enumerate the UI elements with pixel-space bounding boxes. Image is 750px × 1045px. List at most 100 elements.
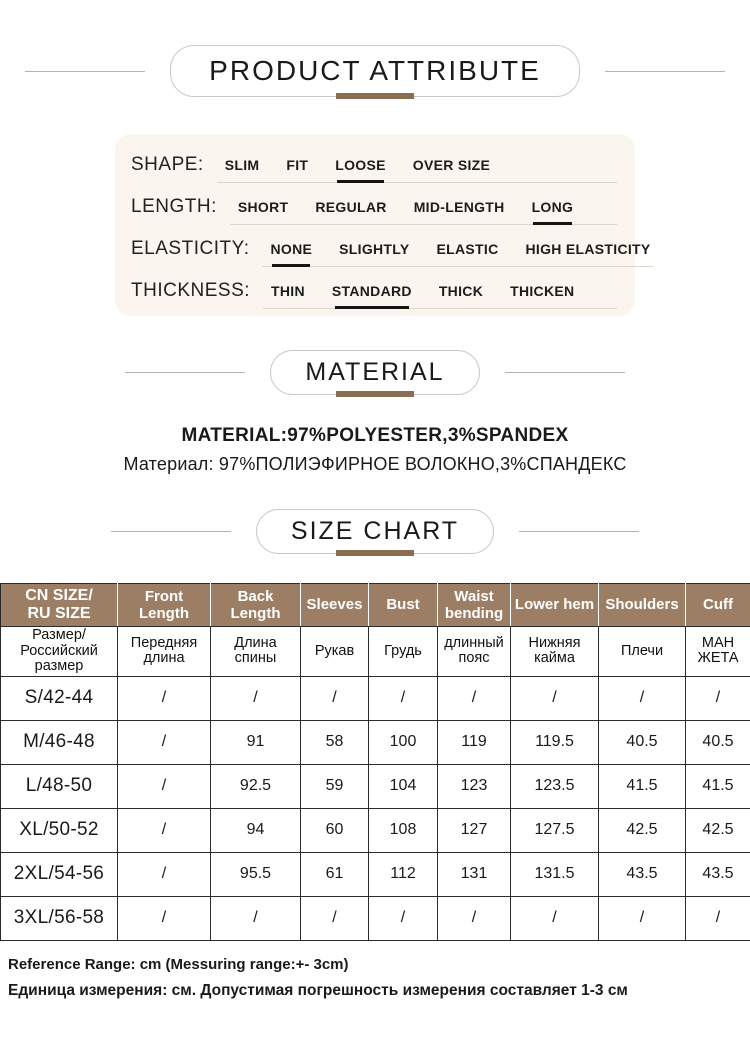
value-cell: 131.5 bbox=[511, 852, 599, 896]
attribute-option: THICKEN bbox=[510, 283, 574, 299]
attribute-option: SLIGHTLY bbox=[339, 241, 409, 257]
value-cell: 40.5 bbox=[599, 720, 686, 764]
value-cell: 112 bbox=[369, 852, 438, 896]
attribute-options: SLIM FIT LOOSE OVER SIZE bbox=[217, 157, 617, 183]
attribute-row: SHAPE: SLIM FIT LOOSE OVER SIZE bbox=[131, 154, 617, 183]
attribute-option: OVER SIZE bbox=[413, 157, 490, 173]
value-cell: 127.5 bbox=[511, 808, 599, 852]
title-underline-bar bbox=[336, 391, 414, 397]
column-header-ru: Грудь bbox=[369, 627, 438, 677]
column-header-ru: Размер/ Российский размер bbox=[1, 627, 118, 677]
section-header-size-chart: SIZE CHART bbox=[0, 509, 750, 554]
column-header-en: CN SIZE/ RU SIZE bbox=[1, 584, 118, 627]
value-cell: / bbox=[118, 852, 211, 896]
value-cell: 100 bbox=[369, 720, 438, 764]
column-header-ru: Плечи bbox=[599, 627, 686, 677]
column-header-en: Back Length bbox=[211, 584, 301, 627]
column-header-en: Lower hem bbox=[511, 584, 599, 627]
divider-line-left bbox=[111, 531, 231, 532]
value-cell: / bbox=[118, 764, 211, 808]
product-detail-page: PRODUCT ATTRIBUTE SHAPE: SLIM FIT LOOSE OVER… bbox=[0, 45, 750, 1045]
value-cell: / bbox=[369, 896, 438, 940]
value-cell: 131 bbox=[438, 852, 511, 896]
table-row: 3XL/56-58//////// bbox=[1, 896, 750, 940]
value-cell: 43.5 bbox=[599, 852, 686, 896]
column-header-en: Shoulders bbox=[599, 584, 686, 627]
attribute-label: SHAPE: bbox=[131, 154, 204, 176]
attribute-option-selected: LOOSE bbox=[335, 157, 386, 173]
material-line-ru: Материал: 97%ПОЛИЭФИРНОЕ ВОЛОКНО,3%СПАНД… bbox=[0, 450, 750, 478]
attribute-label: ELASTICITY: bbox=[131, 238, 249, 260]
value-cell: 58 bbox=[301, 720, 369, 764]
value-cell: / bbox=[599, 896, 686, 940]
value-cell: 91 bbox=[211, 720, 301, 764]
section-title-pill: MATERIAL bbox=[270, 350, 479, 395]
column-header-ru: МАН ЖЕТА bbox=[686, 627, 750, 677]
table-row: S/42-44//////// bbox=[1, 676, 750, 720]
value-cell: 92.5 bbox=[211, 764, 301, 808]
column-header-ru: Передняя длина bbox=[118, 627, 211, 677]
value-cell: / bbox=[211, 896, 301, 940]
value-cell: 127 bbox=[438, 808, 511, 852]
attribute-option: SLIM bbox=[225, 157, 260, 173]
attribute-option: ELASTIC bbox=[436, 241, 498, 257]
measurement-notes: Reference Range: cm (Messuring range:+- … bbox=[8, 952, 750, 1004]
section-title: MATERIAL bbox=[305, 358, 444, 386]
value-cell: / bbox=[301, 896, 369, 940]
column-header-ru: Рукав bbox=[301, 627, 369, 677]
value-cell: 41.5 bbox=[599, 764, 686, 808]
value-cell: 41.5 bbox=[686, 764, 750, 808]
value-cell: 119.5 bbox=[511, 720, 599, 764]
attribute-label: THICKNESS: bbox=[131, 280, 250, 302]
attribute-option: SHORT bbox=[238, 199, 289, 215]
value-cell: 43.5 bbox=[686, 852, 750, 896]
value-cell: 119 bbox=[438, 720, 511, 764]
reference-range-note: Reference Range: cm (Messuring range:+- … bbox=[8, 952, 750, 978]
value-cell: 123 bbox=[438, 764, 511, 808]
attribute-label: LENGTH: bbox=[131, 196, 217, 218]
size-cell: XL/50-52 bbox=[1, 808, 118, 852]
attribute-option: HIGH ELASTICITY bbox=[525, 241, 650, 257]
attribute-option-selected: NONE bbox=[270, 241, 312, 257]
value-cell: 40.5 bbox=[686, 720, 750, 764]
value-cell: / bbox=[438, 676, 511, 720]
title-underline-bar bbox=[336, 550, 414, 556]
column-header-ru: длинный пояс bbox=[438, 627, 511, 677]
value-cell: / bbox=[369, 676, 438, 720]
value-cell: / bbox=[118, 676, 211, 720]
value-cell: / bbox=[438, 896, 511, 940]
attribute-option-selected: STANDARD bbox=[332, 283, 412, 299]
section-title-pill: PRODUCT ATTRIBUTE bbox=[170, 45, 580, 97]
title-underline-bar bbox=[336, 93, 414, 99]
column-header-en: Front Length bbox=[118, 584, 211, 627]
value-cell: / bbox=[118, 808, 211, 852]
attribute-option: THIN bbox=[271, 283, 305, 299]
value-cell: 42.5 bbox=[599, 808, 686, 852]
value-cell: / bbox=[211, 676, 301, 720]
value-cell: 95.5 bbox=[211, 852, 301, 896]
value-cell: 61 bbox=[301, 852, 369, 896]
value-cell: 104 bbox=[369, 764, 438, 808]
attribute-option-selected: LONG bbox=[532, 199, 574, 215]
reference-range-note-ru: Единица измерения: см. Допустимая погреш… bbox=[8, 978, 750, 1004]
value-cell: / bbox=[118, 720, 211, 764]
value-cell: 42.5 bbox=[686, 808, 750, 852]
section-header-material: MATERIAL bbox=[0, 350, 750, 395]
attribute-option: FIT bbox=[286, 157, 308, 173]
divider-line-left bbox=[25, 71, 145, 72]
value-cell: / bbox=[686, 676, 750, 720]
size-cell: M/46-48 bbox=[1, 720, 118, 764]
section-header-product-attribute: PRODUCT ATTRIBUTE bbox=[0, 45, 750, 97]
size-cell: S/42-44 bbox=[1, 676, 118, 720]
attribute-options: NONE SLIGHTLY ELASTIC HIGH ELASTICITY bbox=[262, 241, 652, 267]
